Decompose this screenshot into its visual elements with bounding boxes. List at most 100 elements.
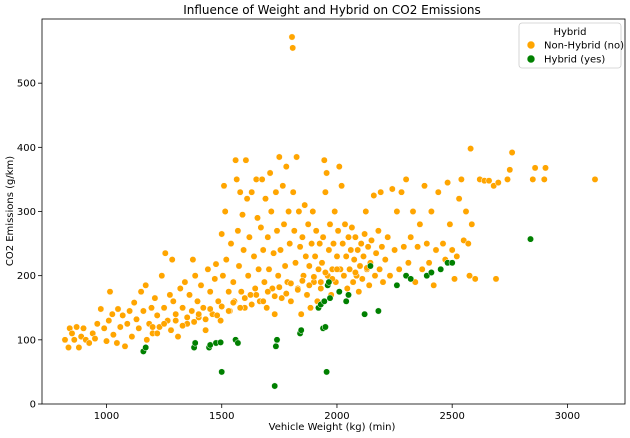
point-non-hybrid-257: [508, 149, 516, 156]
point-hybrid-22: [325, 278, 333, 286]
legend-marker-non-hybrid: [526, 40, 536, 50]
point-non-hybrid-96: [250, 252, 258, 260]
point-non-hybrid-266: [183, 313, 191, 321]
point-non-hybrid-294: [317, 278, 325, 286]
point-non-hybrid-50: [174, 333, 182, 341]
point-non-hybrid-71: [218, 230, 226, 238]
point-non-hybrid-113: [270, 249, 278, 257]
point-non-hybrid-86: [237, 288, 245, 296]
point-non-hybrid-102: [257, 224, 265, 231]
point-non-hybrid-48: [169, 297, 177, 305]
point-non-hybrid-123: [281, 262, 289, 270]
point-non-hybrid-264: [160, 320, 168, 328]
point-non-hybrid-243: [462, 208, 470, 215]
point-non-hybrid-144: [304, 220, 312, 228]
point-non-hybrid-47: [168, 256, 176, 264]
point-hybrid-11: [271, 382, 279, 390]
point-non-hybrid-10: [85, 339, 93, 347]
point-non-hybrid-284: [202, 315, 210, 323]
point-non-hybrid-226: [423, 240, 431, 248]
point-non-hybrid-222: [414, 243, 422, 251]
point-hybrid-36: [320, 297, 328, 305]
point-non-hybrid-121: [279, 182, 287, 190]
point-non-hybrid-95: [248, 188, 256, 196]
point-non-hybrid-263: [149, 323, 157, 331]
point-non-hybrid-12: [91, 335, 99, 343]
point-hybrid-39: [393, 281, 401, 289]
point-hybrid-29: [407, 275, 415, 283]
point-non-hybrid-268: [206, 305, 214, 313]
point-non-hybrid-111: [267, 208, 275, 215]
point-non-hybrid-31: [135, 324, 143, 332]
point-hybrid-25: [345, 291, 352, 299]
point-non-hybrid-58: [191, 272, 199, 280]
point-non-hybrid-68: [212, 260, 220, 268]
point-hybrid-3: [191, 339, 199, 347]
point-non-hybrid-199: [368, 236, 375, 244]
point-non-hybrid-261: [542, 164, 549, 172]
point-non-hybrid-157: [319, 233, 327, 241]
point-non-hybrid-59: [194, 297, 201, 305]
point-non-hybrid-190: [357, 240, 365, 248]
point-non-hybrid-120: [278, 294, 286, 302]
x-tick-label-1000: 1000: [94, 411, 119, 422]
point-non-hybrid-178: [343, 285, 351, 292]
point-non-hybrid-225: [421, 182, 428, 190]
point-non-hybrid-20: [109, 331, 117, 339]
point-non-hybrid-248: [471, 275, 479, 283]
point-non-hybrid-150: [311, 252, 319, 260]
point-non-hybrid-19: [108, 310, 116, 318]
point-non-hybrid-118: [275, 153, 283, 161]
point-non-hybrid-174: [339, 240, 347, 248]
point-non-hybrid-117: [274, 272, 282, 280]
point-non-hybrid-183: [349, 278, 357, 286]
point-non-hybrid-273: [264, 288, 272, 296]
point-non-hybrid-133: [292, 259, 299, 267]
point-non-hybrid-1: [65, 344, 72, 351]
point-non-hybrid-78: [227, 240, 235, 248]
point-non-hybrid-26: [123, 320, 131, 328]
point-non-hybrid-51: [176, 285, 184, 292]
point-non-hybrid-229: [430, 281, 438, 289]
point-non-hybrid-15: [100, 324, 108, 332]
point-non-hybrid-131: [289, 188, 297, 196]
point-non-hybrid-28: [128, 333, 136, 341]
point-non-hybrid-119: [277, 246, 284, 254]
point-non-hybrid-3: [68, 329, 76, 337]
point-non-hybrid-233: [439, 240, 447, 248]
point-non-hybrid-75: [222, 256, 230, 264]
point-non-hybrid-130: [289, 44, 297, 52]
point-non-hybrid-251: [485, 177, 493, 185]
point-non-hybrid-230: [432, 246, 440, 254]
point-non-hybrid-84: [235, 262, 243, 270]
point-hybrid-23: [326, 294, 334, 302]
point-non-hybrid-228: [427, 208, 435, 215]
point-non-hybrid-108: [264, 233, 272, 241]
point-non-hybrid-106: [262, 195, 269, 203]
point-non-hybrid-32: [137, 288, 145, 296]
point-non-hybrid-46: [166, 291, 174, 299]
point-non-hybrid-272: [252, 291, 260, 299]
point-non-hybrid-0: [61, 336, 69, 344]
point-non-hybrid-44: [161, 249, 169, 257]
point-hybrid-13: [273, 336, 281, 344]
point-non-hybrid-42: [158, 272, 166, 280]
point-hybrid-20: [323, 368, 331, 376]
point-non-hybrid-64: [204, 265, 212, 273]
point-non-hybrid-105: [260, 278, 268, 286]
point-hybrid-38: [366, 262, 374, 270]
point-hybrid-24: [342, 297, 350, 305]
point-non-hybrid-53: [181, 278, 189, 286]
point-non-hybrid-205: [377, 188, 385, 196]
point-non-hybrid-49: [172, 310, 180, 318]
point-non-hybrid-258: [529, 175, 537, 183]
ticks-layer: 1000 1500 2000 2500 3000 0 100 200 300 400 500: [17, 79, 580, 422]
point-non-hybrid-231: [434, 188, 442, 196]
point-non-hybrid-184: [350, 256, 358, 264]
point-non-hybrid-141: [301, 201, 309, 209]
point-non-hybrid-109: [265, 265, 273, 273]
point-non-hybrid-177: [342, 252, 350, 260]
point-non-hybrid-262: [591, 175, 599, 183]
point-non-hybrid-43: [160, 304, 168, 312]
point-non-hybrid-289: [259, 297, 267, 305]
